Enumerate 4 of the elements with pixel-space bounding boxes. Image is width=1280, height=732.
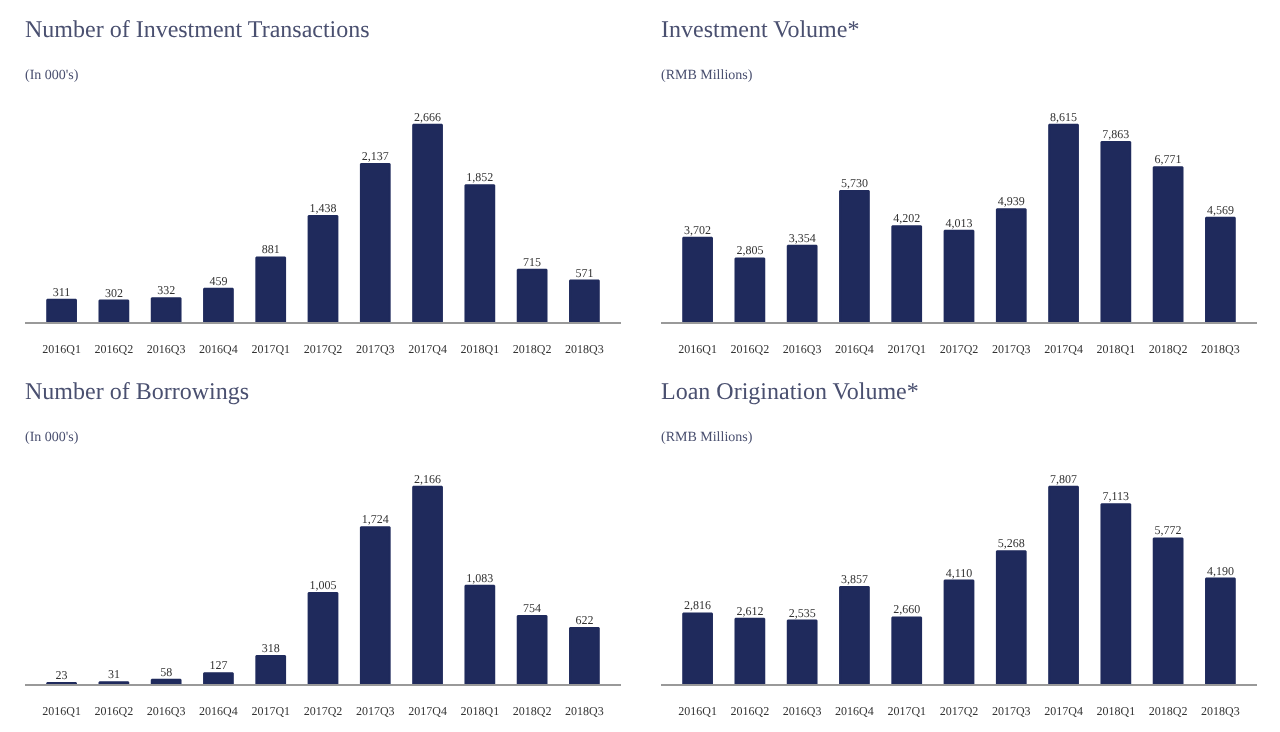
chart-title: Number of Investment Transactions <box>25 15 371 43</box>
chart-title: Loan Origination Volume* <box>661 377 919 405</box>
chart-title: Investment Volume* <box>661 15 860 43</box>
chart-title: Number of Borrowings <box>25 377 250 405</box>
